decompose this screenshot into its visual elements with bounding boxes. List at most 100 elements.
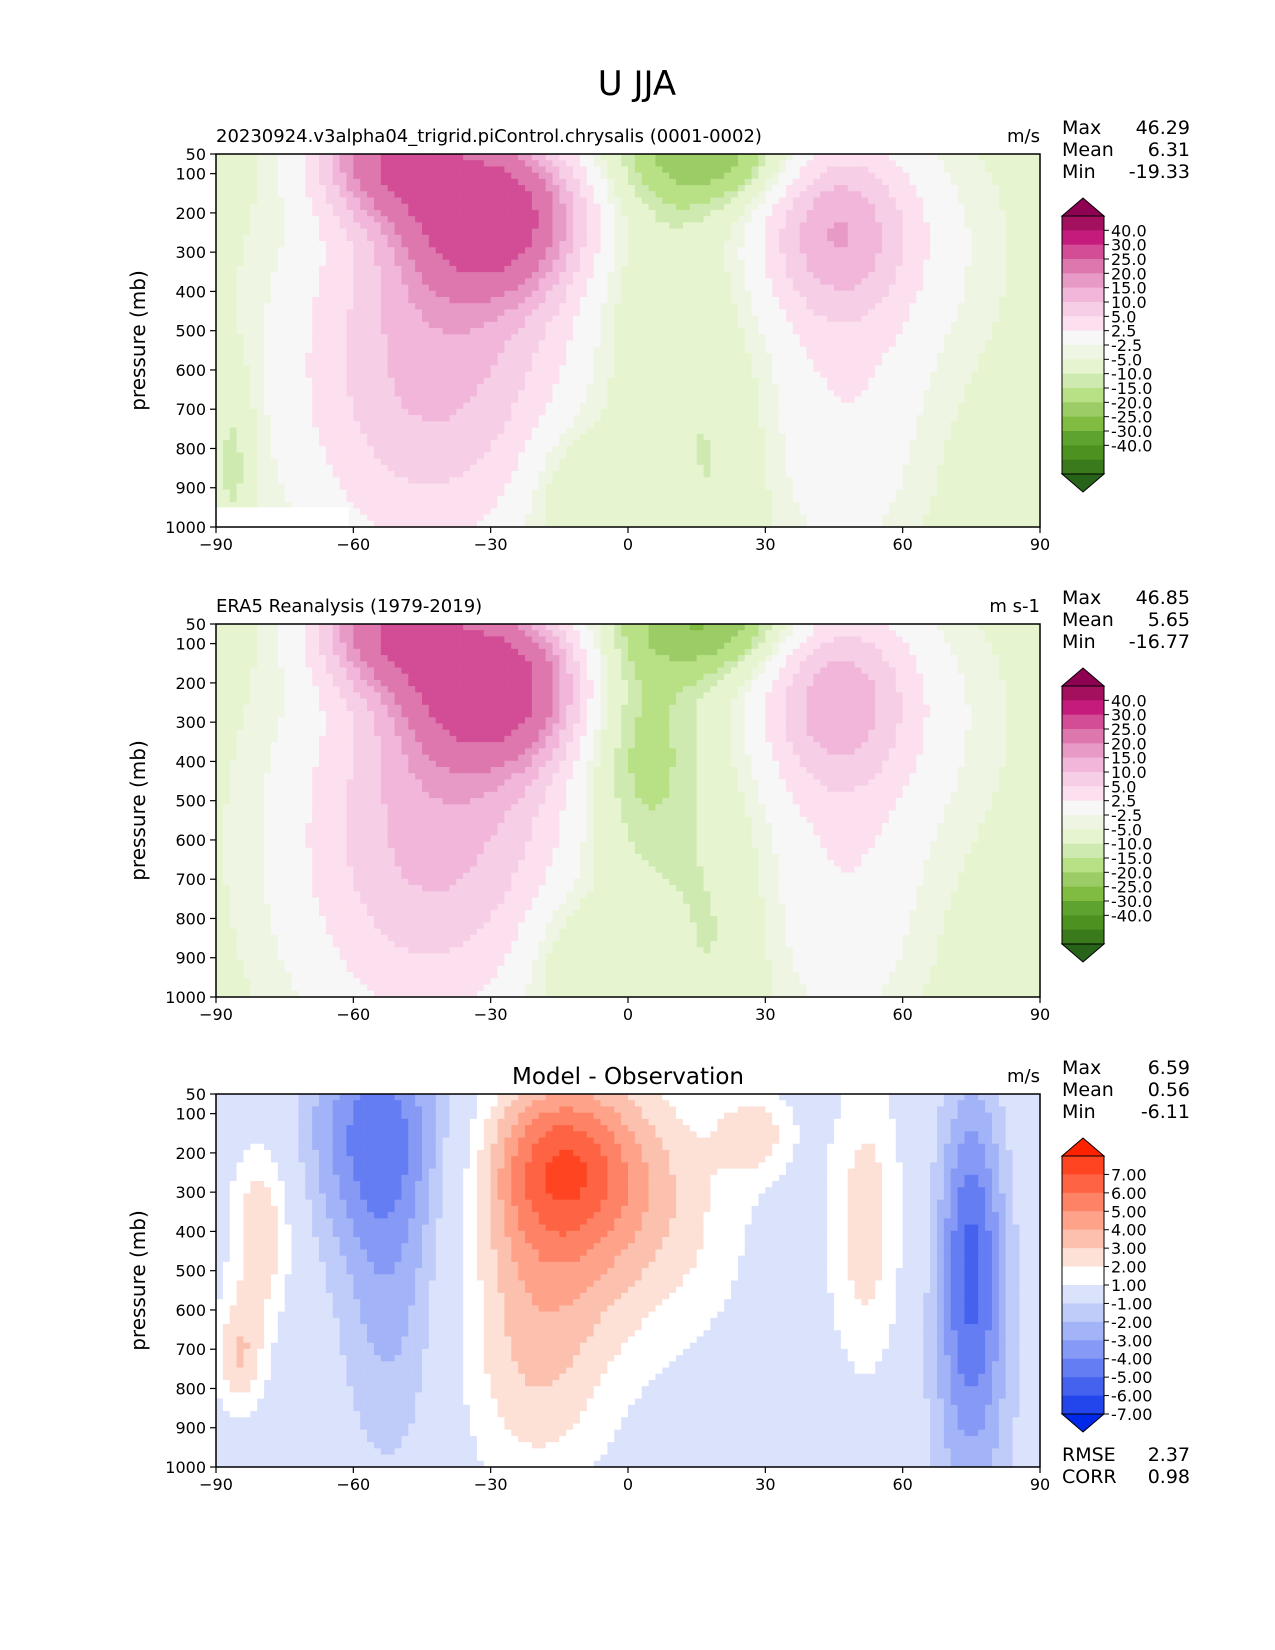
field-cell: [978, 241, 985, 248]
field-cell: [511, 166, 518, 173]
field-cell: [559, 160, 566, 167]
field-cell: [717, 316, 724, 323]
field-cell: [861, 191, 868, 198]
field-cell: [683, 378, 690, 385]
field-cell: [745, 204, 752, 211]
field-cell: [312, 384, 319, 391]
field-cell: [635, 322, 642, 329]
field-cell: [992, 372, 999, 379]
field-cell: [807, 365, 814, 372]
field-cell: [230, 322, 237, 329]
field-cell: [944, 328, 951, 335]
field-cell: [360, 384, 367, 391]
field-cell: [484, 204, 491, 211]
field-cell: [704, 347, 711, 354]
field-cell: [786, 247, 793, 254]
field-cell: [388, 347, 395, 354]
field-cell: [628, 173, 635, 180]
field-cell: [731, 160, 738, 167]
field-cell: [999, 359, 1006, 366]
field-cell: [360, 278, 367, 285]
field-cell: [786, 359, 793, 366]
field-cell: [875, 359, 882, 366]
field-cell: [793, 353, 800, 360]
field-cell: [930, 322, 937, 329]
field-cell: [443, 372, 450, 379]
field-cell: [573, 185, 580, 192]
field-cell: [992, 216, 999, 223]
field-cell: [333, 297, 340, 304]
field-cell: [738, 166, 745, 173]
field-cell: [683, 204, 690, 211]
field-cell: [820, 185, 827, 192]
field-cell: [861, 285, 868, 292]
field-cell: [525, 384, 532, 391]
field-cell: [999, 328, 1006, 335]
field-cell: [525, 266, 532, 273]
field-cell: [621, 384, 628, 391]
field-cell: [765, 347, 772, 354]
field-cell: [532, 390, 539, 397]
field-cell: [635, 204, 642, 211]
field-cell: [697, 353, 704, 360]
field-cell: [889, 291, 896, 298]
field-cell: [491, 378, 498, 385]
field-cell: [319, 291, 326, 298]
field-cell: [566, 359, 573, 366]
field-cell: [216, 216, 223, 223]
field-cell: [580, 160, 587, 167]
field-cell: [868, 341, 875, 348]
field-cell: [710, 229, 717, 236]
field-cell: [964, 396, 971, 403]
field-cell: [683, 328, 690, 335]
field-cell: [333, 403, 340, 410]
field-cell: [834, 222, 841, 229]
field-cell: [697, 390, 704, 397]
field-cell: [916, 173, 923, 180]
field-cell: [683, 303, 690, 310]
field-cell: [807, 216, 814, 223]
field-cell: [985, 303, 992, 310]
field-cell: [855, 372, 862, 379]
field-cell: [704, 154, 711, 161]
field-cell: [607, 229, 614, 236]
field-cell: [662, 347, 669, 354]
field-cell: [704, 309, 711, 316]
field-cell: [525, 235, 532, 242]
field-cell: [841, 166, 848, 173]
field-cell: [477, 173, 484, 180]
field-cell: [250, 166, 257, 173]
field-cell: [532, 322, 539, 329]
field-cell: [312, 266, 319, 273]
field-cell: [498, 297, 505, 304]
field-cell: [676, 198, 683, 205]
field-cell: [264, 260, 271, 267]
field-cell: [786, 185, 793, 192]
field-cell: [594, 229, 601, 236]
field-cell: [813, 247, 820, 254]
field-cell: [923, 241, 930, 248]
field-cell: [930, 210, 937, 217]
field-cell: [855, 247, 862, 254]
field-cell: [607, 247, 614, 254]
field-cell: [937, 359, 944, 366]
field-cell: [1013, 285, 1020, 292]
field-cell: [305, 260, 312, 267]
field-cell: [491, 353, 498, 360]
field-cell: [292, 384, 299, 391]
field-cell: [944, 210, 951, 217]
field-cell: [1026, 328, 1033, 335]
field-cell: [937, 285, 944, 292]
field-cell: [422, 365, 429, 372]
field-cell: [855, 291, 862, 298]
field-cell: [827, 285, 834, 292]
field-cell: [971, 222, 978, 229]
field-cell: [518, 309, 525, 316]
field-cell: [250, 384, 257, 391]
field-cell: [278, 285, 285, 292]
field-cell: [607, 291, 614, 298]
field-cell: [401, 179, 408, 186]
field-cell: [326, 198, 333, 205]
field-cell: [793, 241, 800, 248]
field-cell: [937, 297, 944, 304]
